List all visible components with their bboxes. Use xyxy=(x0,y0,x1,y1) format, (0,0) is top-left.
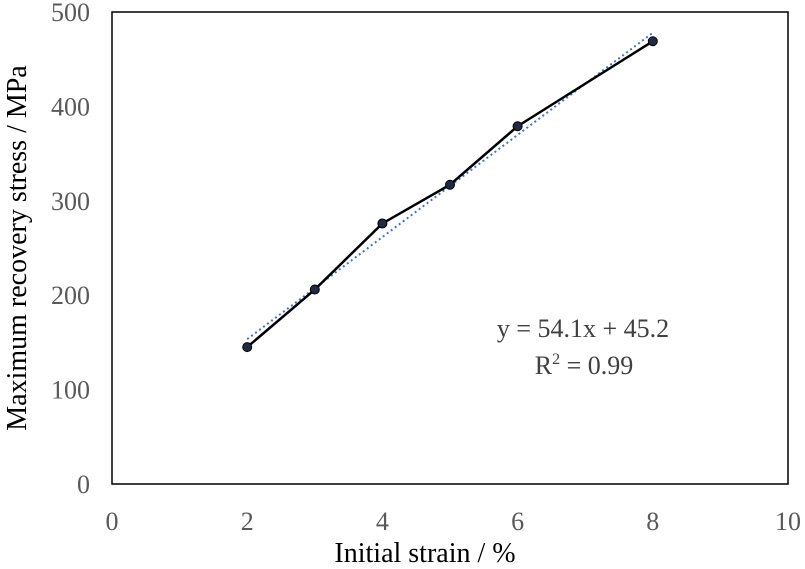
data-point xyxy=(445,179,455,190)
x-tick-label: 8 xyxy=(646,507,659,536)
x-tick-label: 0 xyxy=(106,507,119,536)
trend-equation: y = 54.1x + 45.2 xyxy=(497,314,669,343)
series-line xyxy=(246,40,654,349)
data-points xyxy=(242,36,658,353)
r-squared-r: R xyxy=(535,351,553,380)
data-point xyxy=(242,342,253,353)
y-tick-labels: 0 100 200 300 400 500 xyxy=(51,0,90,499)
r-squared-sup: 2 xyxy=(552,351,560,368)
data-point xyxy=(309,284,320,295)
data-point xyxy=(377,218,388,229)
y-tick-label: 100 xyxy=(51,376,90,405)
data-point xyxy=(512,121,523,132)
x-tick-label: 2 xyxy=(241,507,254,536)
plot-area-frame xyxy=(111,11,789,485)
y-axis-title: Maximum recovery stress / MPa xyxy=(2,65,33,431)
x-tick-labels: 0 2 4 6 8 10 xyxy=(106,507,802,536)
data-point xyxy=(647,36,658,47)
r-squared-label: R2 = 0.99 xyxy=(535,351,634,380)
y-tick-label: 200 xyxy=(51,281,90,310)
y-tick-label: 500 xyxy=(51,0,90,27)
r-squared-value: = 0.99 xyxy=(560,351,633,380)
x-tick-label: 4 xyxy=(376,507,389,536)
x-tick-label: 6 xyxy=(511,507,524,536)
y-tick-label: 300 xyxy=(51,187,90,216)
y-tick-label: 0 xyxy=(77,470,90,499)
x-tick-label: 10 xyxy=(775,507,801,536)
x-axis-title: Initial strain / % xyxy=(334,538,515,569)
y-tick-label: 400 xyxy=(51,92,90,121)
